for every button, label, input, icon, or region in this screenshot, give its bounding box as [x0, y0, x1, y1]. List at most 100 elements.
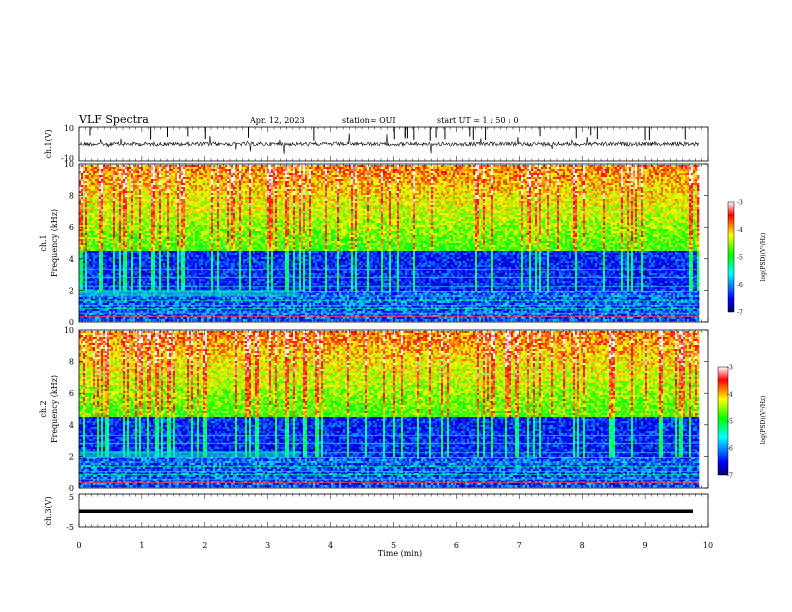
- spectrogram-cell: [91, 199, 93, 201]
- spectrogram-cell: [129, 193, 131, 195]
- spectrogram-cell: [83, 241, 85, 243]
- spectrogram-cell: [139, 211, 141, 213]
- spectrogram-cell: [127, 237, 129, 239]
- spectrogram-cell: [117, 297, 119, 299]
- spectrogram-cell: [131, 251, 133, 253]
- spectrogram-cell: [113, 211, 115, 213]
- spectrogram-cell: [85, 183, 87, 185]
- spectrogram-cell: [103, 195, 105, 197]
- spectrogram-cell: [89, 229, 91, 231]
- spectrogram-cell: [141, 203, 143, 205]
- spectrogram-cell: [135, 201, 137, 203]
- spectrogram-cell: [91, 201, 93, 203]
- spectrogram-cell: [105, 171, 107, 173]
- spectrogram-cell: [87, 217, 89, 219]
- spectrogram-cell: [127, 169, 129, 171]
- spectrogram-cell: [103, 267, 105, 269]
- spectrogram-cell: [125, 281, 127, 283]
- spectrogram-cell: [95, 179, 97, 181]
- spectrogram-cell: [119, 297, 121, 299]
- spectrogram-cell: [127, 197, 129, 199]
- spectrogram-cell: [139, 303, 141, 305]
- spectrogram-cell: [103, 245, 105, 247]
- spectrogram-cell: [133, 167, 135, 169]
- spectrogram-cell: [89, 263, 91, 265]
- spectrogram-cell: [91, 245, 93, 247]
- spectrogram-cell: [115, 303, 117, 305]
- spectrogram-cell: [123, 181, 125, 183]
- spectrogram-cell: [107, 267, 109, 269]
- spectrogram-cell: [97, 283, 99, 285]
- spectrogram-cell: [95, 193, 97, 195]
- spectrogram-cell: [95, 257, 97, 259]
- spectrogram-cell: [121, 209, 123, 211]
- spectrogram-cell: [119, 173, 121, 175]
- spectrogram-cell: [105, 195, 107, 197]
- spectrogram-cell: [121, 193, 123, 195]
- spectrogram-cell: [129, 301, 131, 303]
- spectrogram-cell: [109, 225, 111, 227]
- spectrogram-cell: [107, 317, 109, 319]
- spectrogram-cell: [107, 271, 109, 273]
- spectrogram-cell: [83, 197, 85, 199]
- spectrogram-cell: [135, 223, 137, 225]
- spectrogram-cell: [141, 209, 143, 211]
- spectrogram-cell: [93, 319, 95, 321]
- spectrogram-cell: [109, 263, 111, 265]
- spectrogram-cell: [129, 183, 131, 185]
- spectrogram-cell: [119, 177, 121, 179]
- spectrogram-cell: [95, 297, 97, 299]
- spectrogram-cell: [89, 281, 91, 283]
- spectrogram-cell: [111, 257, 113, 259]
- ch1-spectrogram-panel: 0246810 ch.1 Frequency (kHz) -3-4-5-6-7 …: [39, 160, 767, 327]
- spectrogram-cell: [137, 221, 139, 223]
- spectrogram-cell: [89, 237, 91, 239]
- spectrogram-cell: [89, 209, 91, 211]
- spectrogram-cell: [133, 225, 135, 227]
- spectrogram-cell: [131, 213, 133, 215]
- spectrogram-cell: [137, 297, 139, 299]
- spectrogram-cell: [113, 287, 115, 289]
- spectrogram-cell: [105, 309, 107, 311]
- spectrogram-cell: [133, 199, 135, 201]
- spectrogram-cell: [109, 237, 111, 239]
- spectrogram-cell: [85, 283, 87, 285]
- spectrogram-cell: [141, 183, 143, 185]
- spectrogram-cell: [117, 217, 119, 219]
- spectrogram-cell: [125, 227, 127, 229]
- spectrogram-cell: [103, 201, 105, 203]
- spectrogram-cell: [91, 213, 93, 215]
- spectrogram-cell: [111, 253, 113, 255]
- spectrogram-cell: [107, 235, 109, 237]
- spectrogram-cell: [93, 187, 95, 189]
- spectrogram-cell: [123, 303, 125, 305]
- spectrogram-cell: [101, 189, 103, 191]
- spectrogram-cell: [93, 239, 95, 241]
- spectrogram-cell: [83, 165, 85, 167]
- spectrogram-cell: [103, 203, 105, 205]
- spectrogram-cell: [119, 267, 121, 269]
- spectrogram-cell: [125, 183, 127, 185]
- spectrogram-cell: [107, 193, 109, 195]
- spectrogram-cell: [127, 267, 129, 269]
- spectrogram-cell: [89, 181, 91, 183]
- spectrogram-cell: [81, 319, 83, 321]
- spectrogram-cell: [117, 177, 119, 179]
- spectrogram-cell: [133, 227, 135, 229]
- spectrogram-cell: [99, 247, 101, 249]
- spectrogram-cell: [105, 197, 107, 199]
- spectrogram-cell: [113, 173, 115, 175]
- spectrogram-cell: [139, 219, 141, 221]
- spectrogram-cell: [87, 319, 89, 321]
- spectrogram-cell: [117, 209, 119, 211]
- spectrogram-cell: [87, 231, 89, 233]
- spectrogram-cell: [97, 219, 99, 221]
- spectrogram-cell: [115, 261, 117, 263]
- spectrogram-cell: [129, 247, 131, 249]
- spectrogram-cell: [107, 203, 109, 205]
- spectrogram-cell: [113, 175, 115, 177]
- spectrogram-cell: [97, 247, 99, 249]
- spectrogram-cell: [89, 317, 91, 319]
- spectrogram-cell: [105, 199, 107, 201]
- spectrogram-cell: [107, 259, 109, 261]
